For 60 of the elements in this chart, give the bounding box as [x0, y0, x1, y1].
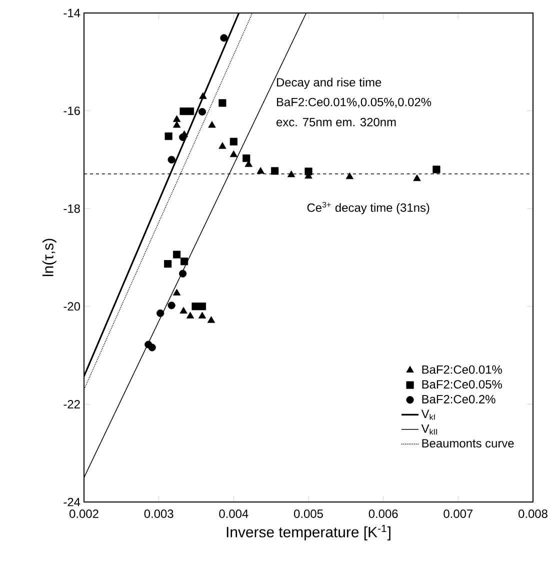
- annotation: BaF2:Ce0.01%,0.05%,0.02%: [277, 98, 432, 108]
- point: [186, 108, 194, 116]
- point: [218, 142, 226, 149]
- y-tick-label: -18: [64, 204, 80, 213]
- ref-line-label: Ce$^{3+}$ decay time (31ns): [307, 202, 430, 214]
- legend-label: Beaumonts curve: [422, 439, 514, 448]
- point: [172, 288, 181, 296]
- point: [164, 260, 172, 268]
- x-axis-title: Inverse temperature [K$^{-1}$]: [226, 524, 390, 540]
- point: [198, 312, 206, 318]
- point: [432, 166, 440, 174]
- point: [198, 108, 206, 116]
- y-tick-label: -16: [64, 106, 80, 116]
- y-axis-title: ln(τ,s): [42, 238, 56, 276]
- legend-label: BaF2:Ce0.05%: [422, 380, 502, 389]
- point: [199, 92, 207, 99]
- point: [220, 34, 228, 42]
- point: [156, 309, 164, 318]
- point: [207, 316, 216, 323]
- point: [230, 150, 238, 158]
- y-tick-label: -22: [64, 400, 80, 408]
- x-tick-label: 0.008: [518, 510, 548, 518]
- x-tick-label: 0.005: [294, 510, 323, 518]
- y-tick-label: -24: [64, 498, 80, 506]
- x-tick-label: 0.003: [144, 510, 174, 518]
- legend-label: BaF2:Ce0.01%: [422, 365, 502, 374]
- x-tick-label: 0.006: [368, 510, 398, 518]
- point: [208, 121, 216, 128]
- x-tick-label: 0.002: [70, 510, 98, 518]
- point: [230, 138, 238, 146]
- y-tick-label: -20: [64, 302, 80, 311]
- point: [186, 312, 194, 318]
- point: [168, 302, 176, 310]
- point: [192, 302, 200, 310]
- point: [168, 156, 176, 164]
- point: [178, 270, 187, 278]
- point: [218, 99, 226, 107]
- legend-label: V$_{kI}$: [421, 410, 435, 420]
- annotation: Decay and rise time: [277, 78, 382, 89]
- point: [242, 154, 250, 162]
- point: [287, 170, 296, 178]
- x-tick-label: 0.007: [444, 510, 473, 518]
- legend-label: V$_{kII}$: [421, 424, 437, 435]
- annotation: exc. 75nm em. 320nm: [276, 118, 396, 126]
- point: [346, 172, 354, 180]
- point: [413, 174, 421, 182]
- x-tick-label: 0.004: [219, 510, 248, 518]
- point: [180, 108, 188, 116]
- point: [164, 132, 172, 140]
- point: [256, 167, 264, 174]
- legend-label: BaF2:Ce0.2%: [422, 394, 496, 404]
- point: [180, 306, 188, 314]
- point: [271, 167, 279, 175]
- point: [148, 344, 156, 352]
- point: [173, 250, 181, 258]
- point: [180, 258, 188, 266]
- y-tick-label: -14: [64, 8, 80, 18]
- point: [172, 115, 181, 122]
- point: [198, 302, 206, 310]
- point: [172, 121, 181, 128]
